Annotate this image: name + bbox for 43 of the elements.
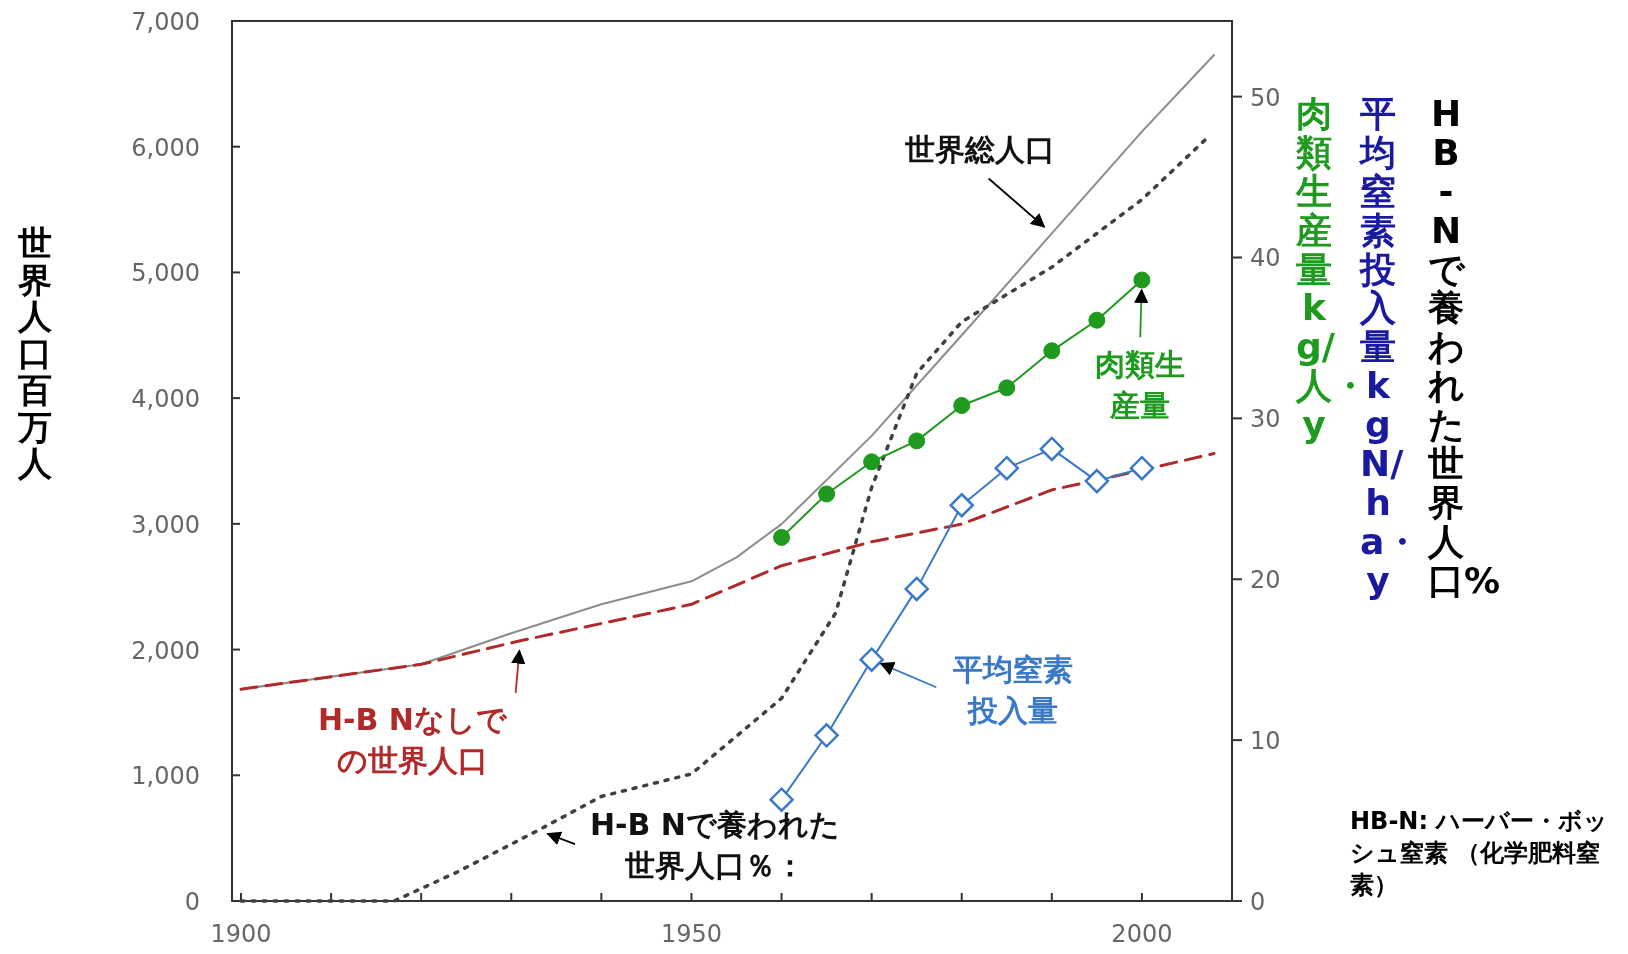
y-tick-label: 2,000 — [131, 636, 200, 665]
y2-tick-label: 50 — [1250, 83, 1281, 112]
point — [998, 379, 1016, 397]
point — [1088, 311, 1106, 329]
y-axis-title: 世界人口百万人 — [18, 223, 52, 484]
y-tick-label: 0 — [184, 888, 200, 916]
point — [908, 432, 926, 450]
point — [1084, 468, 1110, 494]
point — [953, 397, 971, 414]
point — [814, 723, 839, 748]
text: HB-N: ハーバー・ボッシュ窒素 （化学肥料窒素） — [1350, 806, 1610, 901]
point — [773, 528, 791, 546]
point — [994, 455, 1020, 481]
series-label: 世界総人口 — [904, 131, 1056, 169]
y2-tick-label: 0 — [1250, 888, 1266, 916]
y2-tick-label: 40 — [1250, 244, 1281, 273]
text: HB-Nで養われた世界人口% — [1428, 93, 1501, 601]
point — [859, 647, 884, 672]
point — [863, 453, 881, 471]
y-tick-label: 3,000 — [131, 510, 200, 539]
point — [1039, 436, 1065, 462]
point — [769, 787, 794, 812]
legend-label: 平均窒素投入量 — [951, 651, 1074, 730]
y2-tick-label: 20 — [1250, 566, 1281, 595]
point — [818, 485, 836, 503]
point — [904, 576, 929, 602]
y-tick-label: 1,000 — [131, 762, 200, 791]
series-label: H-B Nなしでの世界人口 — [317, 701, 508, 780]
y2-tick-label: 30 — [1250, 405, 1281, 434]
series-label: 肉類生産量 — [1094, 346, 1186, 425]
point — [1133, 271, 1151, 289]
x-tick-label: 2000 — [1111, 920, 1173, 948]
y-tick-label: 6,000 — [131, 133, 200, 162]
y-tick-label: 5,000 — [131, 259, 200, 288]
x-tick-label: 1900 — [210, 920, 272, 948]
y2-tick-label: 10 — [1250, 727, 1281, 756]
x-tick-label: 1950 — [660, 920, 722, 948]
series-label: H-B Nで養われた世界人口％： — [589, 806, 841, 885]
point — [1043, 342, 1061, 360]
y-tick-label: 4,000 — [131, 385, 200, 414]
point — [949, 492, 974, 518]
point — [1129, 455, 1155, 481]
y-tick-label: 7,000 — [131, 8, 200, 36]
